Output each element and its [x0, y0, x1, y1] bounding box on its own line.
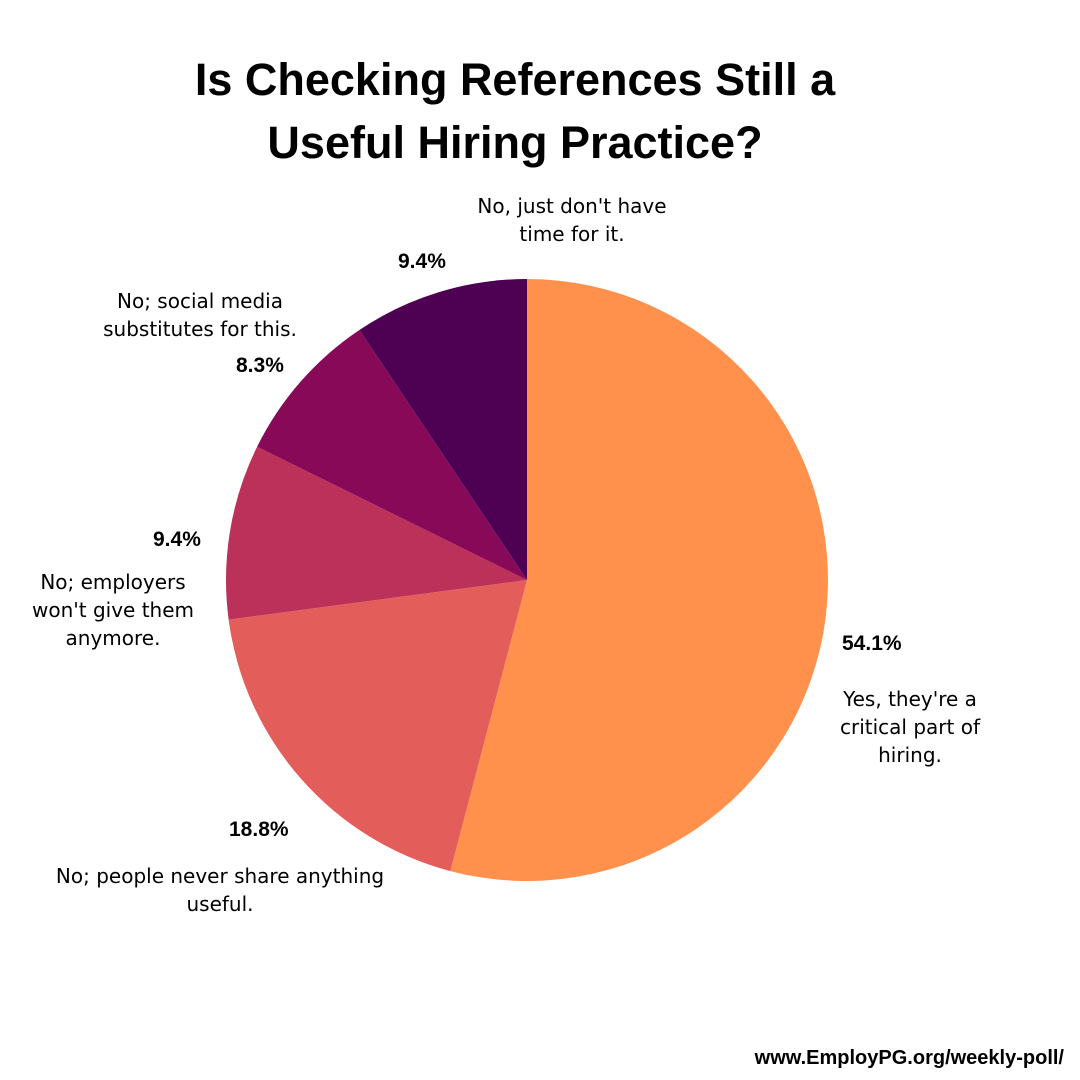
pie-slice-no-time	[359, 279, 527, 580]
pie-slice-yes	[450, 279, 828, 881]
chart-title-line-2: Useful Hiring Practice?	[267, 117, 763, 168]
pie-slice-social-media	[257, 329, 527, 580]
slice-pct-social-media: 8.3%	[236, 354, 284, 377]
slice-label-yes: Yes, they're a critical part of hiring.	[840, 687, 980, 767]
slice-label-employers: No; employers won't give them anymore.	[31, 570, 195, 650]
pie-slice-never-share	[228, 580, 527, 872]
slice-label-no-time: No, just don't have time for it.	[477, 194, 667, 246]
slice-pct-employers: 9.4%	[153, 528, 201, 551]
chart-title-line-1: Is Checking References Still a	[194, 54, 836, 105]
source-url: www.EmployPG.org/weekly-poll/	[754, 1047, 1064, 1069]
pie-slice-employers	[226, 446, 527, 620]
slice-label-never-share: No; people never share anything useful.	[55, 864, 385, 916]
slice-pct-yes: 54.1%	[842, 632, 902, 655]
chart-title: Is Checking References Still a Useful Hi…	[90, 48, 940, 174]
slice-pct-never-share: 18.8%	[229, 818, 289, 841]
slice-label-social-media: No; social media substitutes for this.	[103, 289, 297, 341]
slice-pct-no-time: 9.4%	[398, 250, 446, 273]
